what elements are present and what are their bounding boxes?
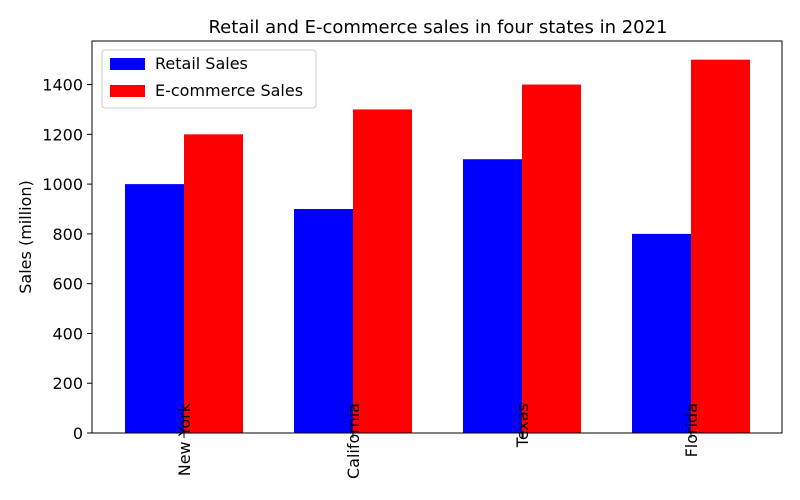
legend-swatch xyxy=(110,85,145,97)
bar-retail-sales-new-york xyxy=(125,184,184,433)
legend-label: Retail Sales xyxy=(155,54,248,73)
y-tick-label: 1000 xyxy=(42,175,83,194)
y-tick-label: 1200 xyxy=(42,125,83,144)
legend-label: E-commerce Sales xyxy=(155,81,303,100)
y-tick-label: 200 xyxy=(52,374,83,393)
x-tick-label: Florida xyxy=(682,403,701,457)
x-tick-label: New York xyxy=(175,402,194,476)
chart-title: Retail and E-commerce sales in four stat… xyxy=(208,17,667,38)
bar-retail-sales-california xyxy=(294,209,353,433)
y-tick-label: 600 xyxy=(52,275,83,294)
legend-swatch xyxy=(110,58,145,70)
bar-e-commerce-sales-texas xyxy=(522,85,581,433)
y-tick-label: 0 xyxy=(73,424,83,443)
bars-layer xyxy=(125,60,750,433)
x-tick-label: California xyxy=(344,403,363,479)
bar-retail-sales-texas xyxy=(463,159,522,433)
bar-e-commerce-sales-california xyxy=(353,109,412,433)
y-tick-label: 400 xyxy=(52,324,83,343)
bar-e-commerce-sales-new-york xyxy=(184,134,243,433)
y-tick-label: 1400 xyxy=(42,76,83,95)
x-tick-label: Texas xyxy=(513,403,532,448)
legend: Retail Sales E-commerce Sales xyxy=(102,50,316,108)
x-tick-labels: New York California Texas Florida xyxy=(175,402,701,479)
y-tick-label: 800 xyxy=(52,225,83,244)
bar-e-commerce-sales-florida xyxy=(691,60,750,433)
y-axis-label: Sales (million) xyxy=(16,180,35,293)
